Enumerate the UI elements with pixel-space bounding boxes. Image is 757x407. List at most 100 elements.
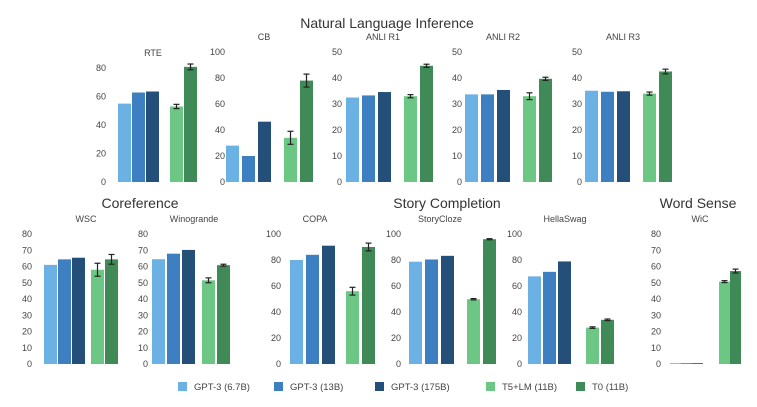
legend-item-gpt-3-13b: GPT-3 (13B) <box>274 382 343 393</box>
bar-gpt-3-13b <box>601 91 614 182</box>
y-tick-label: 40 <box>96 120 106 130</box>
y-tick-label: 70 <box>651 245 661 255</box>
y-tick-label: 40 <box>271 307 281 317</box>
panel-hellaswag: HellaSwag 0 20 40 60 80 100 <box>507 214 614 369</box>
bar-gpt-3-13b <box>58 259 71 364</box>
y-tick-label: 80 <box>96 63 106 73</box>
panel-title: CB <box>258 32 271 42</box>
legend-swatch <box>486 382 495 391</box>
bar-t5-lm-11b <box>586 327 599 364</box>
panel-anli-r1: ANLI R1 0 10 20 30 40 50 <box>332 32 433 187</box>
y-tick-label: 0 <box>143 359 148 369</box>
panel-title: StoryCloze <box>418 214 462 224</box>
bar-t0-11b <box>483 239 496 364</box>
panel-title: RTE <box>144 48 162 58</box>
y-tick-label: 20 <box>271 333 281 343</box>
error-bar <box>526 92 533 101</box>
bar-t5-lm-11b <box>202 280 215 364</box>
legend-label: GPT-3 (175B) <box>391 382 450 393</box>
y-tick-label: 60 <box>22 262 32 272</box>
bar-gpt-3-6-7b <box>465 94 478 182</box>
y-tick-label: 0 <box>517 359 522 369</box>
y-tick-label: 80 <box>391 255 401 265</box>
error-bar <box>604 318 611 322</box>
legend-label: GPT-3 (13B) <box>290 382 343 393</box>
legend-swatch <box>178 382 187 391</box>
panel-title: WSC <box>76 214 97 224</box>
y-tick-label: 50 <box>332 47 342 57</box>
panel-cb: CB 0 20 40 60 80 100 <box>210 32 313 187</box>
group-title-story: Story Completion <box>393 195 500 211</box>
y-tick-label: 40 <box>138 294 148 304</box>
y-tick-label: 10 <box>138 343 148 353</box>
y-tick-label: 30 <box>138 310 148 320</box>
bar-gpt-3-175b <box>182 249 195 364</box>
bar-t5-lm-11b <box>404 96 417 182</box>
y-tick-label: 10 <box>572 151 582 161</box>
bar-gpt-3-175b <box>441 255 454 364</box>
y-tick-label: 20 <box>332 125 342 135</box>
error-bar <box>205 277 212 284</box>
bar-gpt-3-175b <box>558 261 571 364</box>
y-tick-label: 20 <box>96 149 106 159</box>
y-tick-label: 100 <box>210 47 225 57</box>
error-bar <box>423 63 430 68</box>
y-tick-label: 20 <box>391 333 401 343</box>
y-tick-label: 60 <box>391 281 401 291</box>
bar-t0-11b <box>217 265 230 364</box>
error-bar <box>486 238 493 241</box>
bar-t5-lm-11b <box>170 106 183 182</box>
y-tick-label: 60 <box>96 92 106 102</box>
panel-title: COPA <box>303 214 328 224</box>
error-bar <box>542 76 549 81</box>
legend-item-t5-lm-11b: T5+LM (11B) <box>486 382 557 393</box>
error-bar <box>187 63 194 71</box>
y-tick-label: 30 <box>332 99 342 109</box>
y-tick-label: 0 <box>337 177 342 187</box>
y-tick-label: 80 <box>138 229 148 239</box>
bar-gpt-3-13b <box>167 253 180 364</box>
bar-gpt-3-13b <box>543 271 556 364</box>
legend-label: T0 (11B) <box>592 382 628 393</box>
bar-gpt-3-6-7b <box>226 145 239 182</box>
bar-gpt-3-13b <box>132 92 145 182</box>
bar-gpt-3-175b <box>497 89 510 182</box>
y-tick-label: 50 <box>138 278 148 288</box>
panel-wic: WiC 0 10 20 30 40 50 60 70 80 <box>651 214 741 369</box>
y-tick-label: 10 <box>22 343 32 353</box>
y-tick-label: 20 <box>138 327 148 337</box>
error-bar <box>349 286 356 296</box>
y-tick-label: 40 <box>512 307 522 317</box>
legend: GPT-3 (6.7B) GPT-3 (13B) GPT-3 (175B) T5+LM… <box>178 382 628 393</box>
y-tick-label: 40 <box>215 125 225 135</box>
error-bar <box>108 253 115 265</box>
panel-copa: COPA 0 20 40 60 80 100 <box>266 214 375 369</box>
bar-gpt-3-175b <box>146 91 159 182</box>
bar-t0-11b <box>300 80 313 182</box>
bar-gpt-3-175b <box>378 92 391 182</box>
bar-gpt-3-6-7b <box>585 90 598 182</box>
panel-winogrande: Winogrande 0 10 20 30 40 50 60 70 80 <box>138 214 230 369</box>
y-tick-label: 20 <box>651 327 661 337</box>
error-bar <box>287 130 294 145</box>
bar-gpt-3-175b <box>617 91 630 182</box>
bar-gpt-3-6-7b <box>409 261 422 364</box>
y-tick-label: 0 <box>656 359 661 369</box>
y-tick-label: 60 <box>215 99 225 109</box>
bar-gpt-3-13b <box>425 259 438 364</box>
y-tick-label: 70 <box>138 245 148 255</box>
error-bar <box>589 326 596 329</box>
y-tick-label: 100 <box>386 229 401 239</box>
y-tick-label: 30 <box>651 310 661 320</box>
panel-title: ANLI R2 <box>486 32 520 42</box>
bar-gpt-3-175b <box>692 363 703 364</box>
y-tick-label: 40 <box>391 307 401 317</box>
y-tick-label: 0 <box>577 177 582 187</box>
panel-anli-r3: ANLI R3 0 10 20 30 40 50 <box>572 32 672 187</box>
y-tick-label: 30 <box>572 99 582 109</box>
y-tick-label: 10 <box>452 151 462 161</box>
legend-item-t0-11b: T0 (11B) <box>576 382 628 393</box>
y-tick-label: 0 <box>101 177 106 187</box>
bar-t5-lm-11b <box>467 299 480 364</box>
